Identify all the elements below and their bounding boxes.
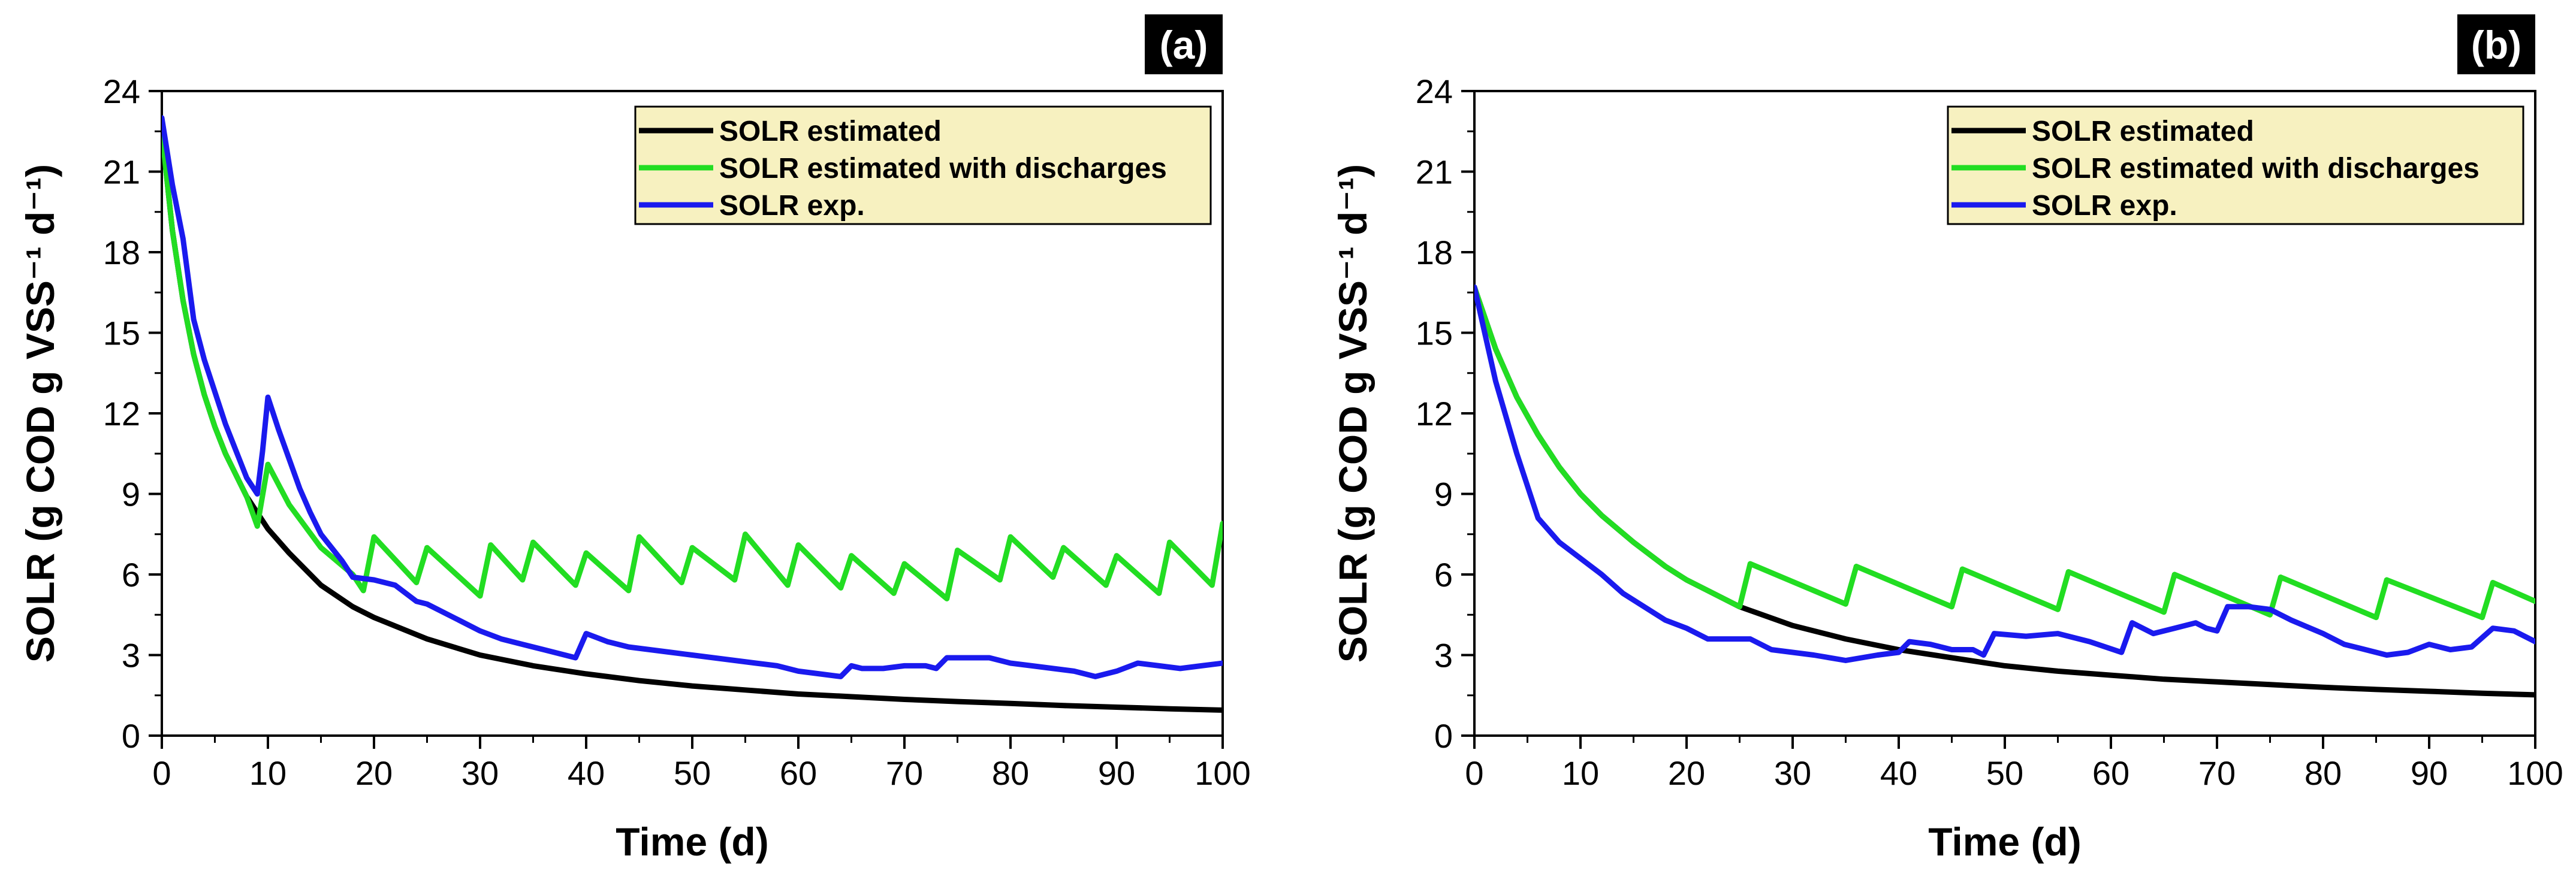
legend-label: SOLR exp. xyxy=(719,190,865,222)
x-tick-label: 70 xyxy=(2198,754,2236,792)
y-tick-label: 24 xyxy=(103,72,140,110)
x-tick-label: 0 xyxy=(1465,754,1483,792)
y-tick-label: 12 xyxy=(1416,395,1453,433)
x-tick-label: 80 xyxy=(2304,754,2342,792)
y-axis-title: SOLR (g COD g VSS⁻¹ d⁻¹) xyxy=(18,164,62,663)
legend: SOLR estimated SOLR estimated with discha… xyxy=(634,105,1212,225)
series-line-solr-estimated-with-discharges xyxy=(162,128,1223,601)
x-tick-label: 70 xyxy=(886,754,923,792)
chart-a-svg: 0 10 20 30 40 50 60 70 80 90 100 0 3 6 9 12 15 18 21 24 Time… xyxy=(18,14,1251,864)
series-line-solr-estimated-with-discharges xyxy=(1474,284,2535,621)
x-axis-title: Time (d) xyxy=(1928,820,2081,864)
y-tick-label: 18 xyxy=(103,234,140,271)
legend-box xyxy=(634,105,1212,225)
y-axis-title: SOLR (g COD g VSS⁻¹ d⁻¹) xyxy=(1331,164,1375,663)
x-tick-label: 20 xyxy=(355,754,393,792)
y-tick-label: 21 xyxy=(1416,153,1453,191)
panel-b: 0 10 20 30 40 50 60 70 80 90 100 0 3 6 9 12 15 18 21 24 Time… xyxy=(1313,0,2576,883)
panel-tag-box xyxy=(2457,14,2535,74)
y-tick-label: 0 xyxy=(1434,717,1453,755)
y-tick-label: 15 xyxy=(1416,315,1453,352)
panel-tag-box xyxy=(1145,14,1223,74)
x-tick-label: 100 xyxy=(2507,754,2563,792)
series-group xyxy=(1474,284,2535,698)
x-tick-label: 30 xyxy=(1774,754,1811,792)
y-tick-label: 12 xyxy=(103,395,140,433)
x-tick-label: 40 xyxy=(1880,754,1917,792)
x-tick-label: 10 xyxy=(1562,754,1599,792)
legend-label: SOLR estimated with discharges xyxy=(719,153,1167,185)
legend-label: SOLR exp. xyxy=(2032,190,2177,222)
series-group xyxy=(162,115,1223,713)
x-tick-label: 50 xyxy=(1986,754,2023,792)
legend: SOLR estimated SOLR estimated with discha… xyxy=(1947,105,2524,225)
x-tick-label: 60 xyxy=(780,754,817,792)
chart-b-svg: 0 10 20 30 40 50 60 70 80 90 100 0 3 6 9 12 15 18 21 24 Time… xyxy=(1331,14,2563,864)
x-tick-label: 60 xyxy=(2092,754,2129,792)
y-tick-label: 9 xyxy=(1434,476,1453,513)
y-tick-label: 3 xyxy=(1434,637,1453,675)
y-tick-label: 6 xyxy=(122,556,140,594)
x-tick-label: 100 xyxy=(1195,754,1250,792)
y-tick-label: 9 xyxy=(122,476,140,513)
panel-tag: (b) xyxy=(2471,23,2521,67)
x-tick-label: 40 xyxy=(568,754,605,792)
x-tick-label: 90 xyxy=(1098,754,1135,792)
y-tick-label: 6 xyxy=(1434,556,1453,594)
series-line-solr-exp xyxy=(162,115,1223,679)
y-tick-label: 0 xyxy=(122,717,140,755)
panel-tag: (a) xyxy=(1160,23,1208,67)
x-tick-label: 30 xyxy=(461,754,499,792)
x-tick-label: 50 xyxy=(674,754,711,792)
panel-a: 0 10 20 30 40 50 60 70 80 90 100 0 3 6 9 12 15 18 21 24 Time… xyxy=(0,0,1263,883)
x-tick-label: 20 xyxy=(1668,754,1705,792)
x-tick-label: 10 xyxy=(249,754,286,792)
y-tick-label: 24 xyxy=(1416,72,1453,110)
y-tick-label: 21 xyxy=(103,153,140,191)
y-tick-label: 18 xyxy=(1416,234,1453,271)
legend-label: SOLR estimated with discharges xyxy=(2032,153,2480,185)
legend-box xyxy=(1947,105,2524,225)
x-tick-label: 90 xyxy=(2411,754,2448,792)
y-tick-label: 3 xyxy=(122,637,140,675)
y-tick-label: 15 xyxy=(103,315,140,352)
series-line-solr-exp xyxy=(1474,284,2535,663)
legend-label: SOLR estimated xyxy=(2032,116,2254,147)
legend-label: SOLR estimated xyxy=(719,116,942,147)
x-axis-title: Time (d) xyxy=(616,820,768,864)
x-tick-label: 80 xyxy=(992,754,1029,792)
x-tick-label: 0 xyxy=(152,754,171,792)
